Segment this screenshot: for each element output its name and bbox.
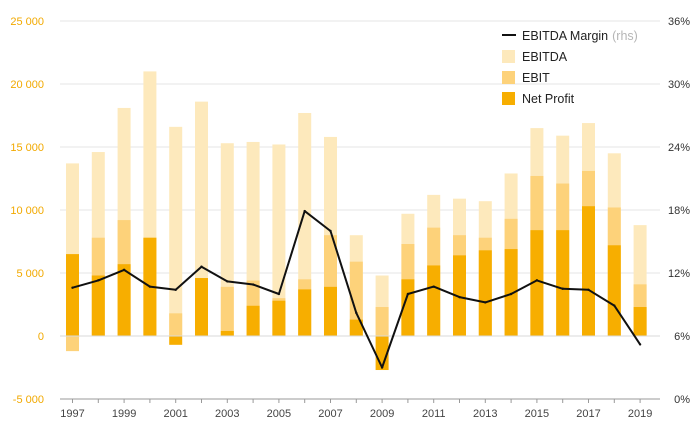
net-profit-bar [556,230,570,336]
legend-label-net-profit: Net Profit [522,92,575,106]
legend-label-ebitda-margin: EBITDA Margin (rhs) [522,29,638,43]
right-tick-label: 6% [674,331,690,343]
ebitda-margin-point [200,265,203,268]
ebitda-margin-point [277,292,281,296]
right-tick-label: 0% [674,394,690,406]
ebitda-margin-point [458,295,461,299]
legend-label-ebitda: EBITDA [522,50,568,64]
x-tick-label: 1999 [112,408,136,420]
left-tick-label: 10 000 [10,205,44,217]
net-profit-bar [246,305,260,336]
x-tick-label: 1997 [60,408,84,420]
left-tick-label: 25 000 [10,16,44,28]
left-tick-label: 15 000 [10,142,44,154]
x-tick-label: 2009 [370,408,394,420]
ebitda-margin-point [122,268,126,272]
ebitda-margin-point [251,283,255,286]
right-tick-label: 36% [668,16,690,28]
x-tick-label: 2013 [473,408,497,420]
net-profit-bar [272,300,286,336]
net-profit-bar [504,249,518,336]
axes: -5 000 0 5 000 10 000 15 000 20 000 25 000 0% 6%… [10,16,690,420]
right-tick-label: 30% [668,79,690,91]
x-tick-label: 2011 [422,408,446,420]
net-profit-bar [530,230,544,336]
net-profit-bar [66,254,79,336]
net-profit-bar [220,330,234,336]
ebitda-bar [272,144,286,336]
x-tick-label: 2017 [576,408,600,420]
net-profit-bar [324,286,337,336]
legend-label-ebitda-margin-name: EBITDA Margin [522,29,608,43]
ebitda-margin-point [355,311,358,315]
ebitda-margin-point [613,304,616,307]
x-tick-label: 2001 [163,408,187,420]
ebitda-margin-point [535,279,539,282]
net-profit-bar [117,264,131,336]
ebitda-margin-point [148,285,152,288]
left-tick-label: -5 000 [13,394,44,406]
ebitda-margin-point [484,301,487,304]
margin-line [71,209,642,369]
net-profit-bar [453,255,466,336]
x-tick-label: 2019 [628,408,652,420]
ebitda-margin-point [303,209,306,213]
ebitda-margin-point [329,229,332,233]
ebitda-margin-point [380,366,384,369]
ebitda-margin-point [174,288,177,291]
ebitda-margin-point [406,292,410,296]
ebitda-bar [195,101,208,336]
ebit-bar [66,336,79,352]
legend-swatch-net-profit [502,92,515,105]
x-tick-label: 2005 [267,408,291,420]
net-profit-bar [195,278,208,336]
ebit-bar [169,313,183,336]
left-tick-label: 5 000 [16,268,44,280]
net-profit-bar [582,206,595,336]
x-tick-label: 2003 [215,408,239,420]
net-profit-bar [298,289,312,336]
bars [66,71,647,371]
ebitda-margin-point [509,292,513,296]
x-tick-label: 2007 [318,408,342,420]
left-tick-label: 0 [38,331,44,343]
legend-swatch-ebit [502,71,515,84]
ebitda-margin-point [561,287,564,290]
left-tick-label: 20 000 [10,79,44,91]
right-tick-label: 12% [668,268,690,280]
ebit-bar [220,286,234,336]
x-tick-label: 2015 [525,408,549,420]
net-profit-bar [607,245,621,336]
net-profit-bar [427,265,441,336]
net-profit-bar [478,250,492,336]
ebit-bar [349,261,363,336]
net-profit-bar [633,307,647,336]
ebitda-margin-point [587,288,590,291]
ebitda-margin-point [432,285,435,288]
right-tick-label: 24% [668,142,690,154]
right-tick-label: 18% [668,205,690,217]
ebit-bar [375,307,389,336]
net-profit-bar [91,275,105,336]
legend-label-ebitda-margin-note: (rhs) [612,29,638,43]
net-profit-bar [349,319,363,336]
legend: EBITDA Margin (rhs) EBITDA EBIT Net Profit [502,29,638,106]
ebitda-margin-point [71,286,74,289]
ebitda-margin-point [97,279,100,282]
ebitda-margin-point [638,343,642,346]
legend-swatch-ebitda [502,50,515,63]
legend-label-ebit: EBIT [522,71,550,85]
net-profit-bar [169,336,183,345]
ebitda-bar [169,126,183,336]
ebitda-margin-point [226,280,229,283]
